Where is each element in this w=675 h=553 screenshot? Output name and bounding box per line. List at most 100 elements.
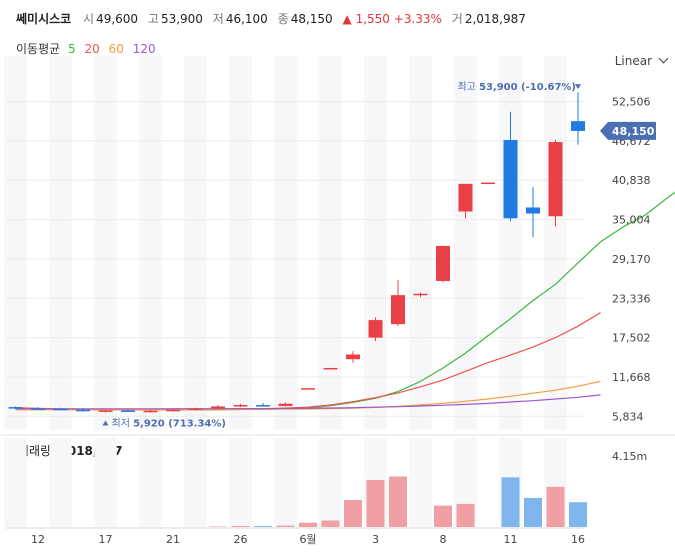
volume-bar <box>321 520 340 527</box>
candle <box>166 409 180 412</box>
grid-band <box>94 56 117 430</box>
grid-band <box>139 56 162 430</box>
price-tick-label: 35,004 <box>612 214 651 227</box>
x-tick-label: 17 <box>99 533 113 546</box>
ma-5-line <box>195 191 675 411</box>
price-tick-label: 29,170 <box>612 253 651 266</box>
volume-tick-label: 4.15m <box>612 450 647 463</box>
grid-band <box>319 56 342 430</box>
candle <box>368 317 383 341</box>
candle <box>323 367 338 370</box>
ma-60-legend[interactable]: 60 <box>108 42 124 56</box>
candle <box>211 405 225 410</box>
grid-band <box>184 56 207 430</box>
scale-selector[interactable]: Linear <box>614 53 669 68</box>
candle-body <box>166 409 180 412</box>
low-price: 46,100 <box>225 12 268 26</box>
candle-body <box>413 293 428 296</box>
grid-band <box>274 56 297 430</box>
candle <box>526 187 540 238</box>
volume-bar <box>231 525 250 527</box>
volume-bar <box>254 526 272 527</box>
candle <box>571 92 585 145</box>
volume-value: 2,018,987 <box>464 12 526 26</box>
volume-bar <box>389 476 407 527</box>
stock-name: 쎄미시스코 <box>16 12 72 26</box>
grid-band <box>4 438 27 527</box>
high-price: 53,900 <box>160 12 203 26</box>
candle-body <box>143 410 158 413</box>
grid-band <box>49 56 72 430</box>
candle-body <box>233 405 248 407</box>
candle-body <box>8 407 23 409</box>
candle <box>188 407 203 411</box>
candle-body <box>31 408 45 410</box>
volume-bar <box>276 525 295 527</box>
moving-average-legend: 이동평균 5 20 60 120 <box>16 40 161 57</box>
price-tick-label: 40,838 <box>612 174 651 187</box>
ma-5-legend[interactable]: 5 <box>68 42 76 56</box>
candle <box>8 406 23 410</box>
grid-band <box>544 56 567 430</box>
candle <box>121 409 135 412</box>
volume-bar <box>366 479 385 527</box>
quote-header: 쎄미시스코 시 49,600 고 53,900 저 46,100 종 48,150 ▲ … <box>16 10 532 27</box>
volume-bar <box>434 505 452 527</box>
scale-selector-label: Linear <box>614 54 652 68</box>
candle-body <box>526 207 540 214</box>
candle <box>458 183 473 219</box>
high-annotation: 최고 53,900 (-10.67%) <box>457 81 576 93</box>
candle-body <box>121 410 135 412</box>
close-price: 48,150 <box>290 12 333 26</box>
price-tick-label: 11,668 <box>612 371 651 384</box>
price-change: ▲ 1,550 <box>342 12 390 26</box>
candle-body <box>98 410 113 412</box>
price-tick-label: 23,336 <box>612 292 651 305</box>
grid-band <box>94 438 117 527</box>
ma-120-line <box>15 394 601 410</box>
candle <box>278 402 293 407</box>
x-tick-label: 12 <box>31 533 45 546</box>
x-tick-label: 3 <box>372 533 379 546</box>
grid-band <box>319 438 342 527</box>
candle-body <box>211 406 225 409</box>
grid-band <box>184 438 207 527</box>
volume-bar <box>501 477 520 527</box>
price-change-pct: +3.33% <box>393 12 442 26</box>
ma-20-legend[interactable]: 20 <box>84 42 100 56</box>
candle <box>31 407 45 410</box>
low-label: 저 <box>212 12 224 26</box>
ma-120-legend[interactable]: 120 <box>132 42 156 56</box>
candle <box>503 111 518 221</box>
low-marker-icon <box>102 420 109 426</box>
candle-body <box>53 408 68 411</box>
volume-bar <box>546 486 565 527</box>
grid-band <box>409 56 432 430</box>
x-tick-label: 11 <box>504 533 518 546</box>
candle <box>436 245 450 283</box>
volume-bar <box>524 497 542 527</box>
candle <box>143 409 158 413</box>
ma-60-line <box>15 380 601 411</box>
x-tick-label: 8 <box>440 533 447 546</box>
candle <box>233 403 248 408</box>
volume-bar <box>456 503 475 527</box>
x-tick-label: 21 <box>166 533 180 546</box>
candle <box>548 140 563 227</box>
volume-bar <box>344 499 362 527</box>
x-tick-label: 6월 <box>299 533 316 546</box>
candle-body <box>571 121 585 131</box>
grid-band <box>454 56 477 430</box>
grid-band <box>409 438 432 527</box>
open-label: 시 <box>83 12 95 26</box>
candle <box>301 388 315 390</box>
volume-bar <box>569 502 587 527</box>
price-tick-label: 52,506 <box>612 96 651 109</box>
candle <box>346 351 360 363</box>
grid-band <box>229 56 252 430</box>
candle <box>76 408 90 412</box>
candle-body <box>391 295 405 325</box>
grid-band <box>274 438 297 527</box>
high-marker-icon <box>575 84 581 90</box>
